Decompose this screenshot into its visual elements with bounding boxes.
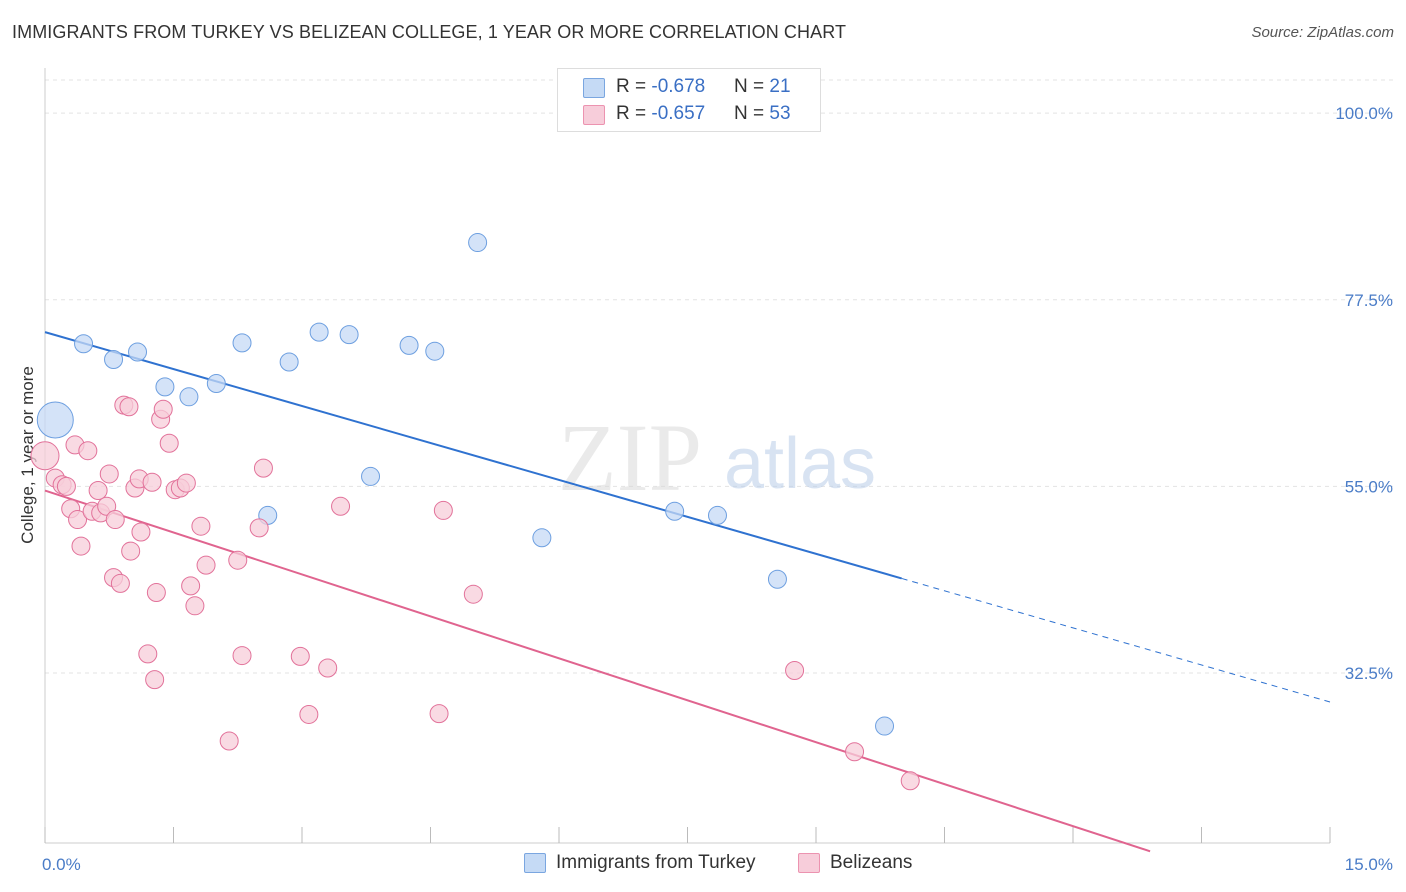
x-tick-label-min: 0.0% [42,855,81,874]
point-1-3 [56,476,76,496]
point-0-5 [179,387,199,407]
legend-swatch-belizeans [583,105,605,125]
legend-r-label: R = [616,103,652,124]
point-1-7 [71,536,91,556]
legend-row-belizeans: R = -0.657 N = 53 [558,100,820,128]
point-1-22 [131,522,151,542]
point-0-1 [74,334,94,354]
point-0-20 [875,716,895,736]
point-1-6 [68,510,88,530]
trend-line-1 [44,489,1151,853]
point-1-25 [145,670,165,690]
point-0-4 [155,377,175,397]
chart-title: IMMIGRANTS FROM TURKEY VS BELIZEAN COLLE… [12,22,847,42]
point-1-42 [290,646,310,666]
legend-r-label: R = [616,76,652,97]
point-1-38 [228,550,248,570]
point-1-19 [121,541,141,561]
legend-row-turkey: R = -0.678 N = 21 [558,73,820,101]
correlation-legend: R = -0.678 N = 21 R = -0.657 N = 53 [557,68,821,132]
point-1-40 [249,518,269,538]
source-label: Source: ZipAtlas.com [1251,24,1394,41]
legend-n-value-belizeans: 53 [769,103,791,124]
point-1-14 [105,510,125,530]
legend-swatch-belizeans [798,853,820,873]
point-0-12 [425,341,445,361]
point-0-16 [532,528,552,548]
point-0-9 [309,322,329,342]
point-1-48 [463,584,483,604]
point-1-32 [176,473,196,493]
point-1-10 [88,481,108,501]
point-1-0 [30,441,60,471]
legend-n-label: N = [734,76,770,97]
y-tick-label-3: 100.0% [1335,104,1393,123]
point-1-49 [785,660,805,680]
point-1-36 [196,555,216,575]
point-0-6 [206,374,226,394]
point-1-50 [845,742,865,762]
point-0-7 [232,333,252,353]
point-0-11 [399,335,419,355]
data-points [30,233,920,791]
legend-r-value-belizeans: -0.657 [651,103,706,124]
point-0-15 [468,233,488,253]
point-1-46 [429,704,449,724]
trend-lines [44,331,1331,853]
legend-n-value-turkey: 21 [769,76,791,97]
point-1-34 [185,596,205,616]
legend-item-belizeans[interactable]: Belizeans [798,852,912,874]
watermark-zip: ZIP [558,404,702,511]
legend-n-label: N = [734,103,770,124]
point-1-23 [138,644,158,664]
point-1-12 [97,496,117,516]
tick-labels: 32.5% 55.0% 77.5% 100.0% 0.0% 15.0% [42,104,1393,874]
point-1-33 [181,576,201,596]
trend-line-0 [44,331,902,580]
point-1-13 [99,464,119,484]
point-1-16 [110,573,130,593]
point-1-35 [191,516,211,536]
point-1-41 [253,458,273,478]
y-tick-label-1: 55.0% [1345,477,1393,496]
point-1-45 [331,496,351,516]
legend-label-turkey: Immigrants from Turkey [556,852,756,873]
legend-label-belizeans: Belizeans [830,852,913,873]
point-1-51 [900,771,920,791]
point-1-26 [146,583,166,603]
point-1-37 [219,731,239,751]
legend-swatch-turkey [524,853,546,873]
point-0-0 [36,401,74,439]
point-0-2 [104,349,124,369]
trend-extension-0 [901,577,1331,703]
y-tick-label-0: 32.5% [1345,664,1393,683]
grid-lines [45,79,1395,674]
x-tick-label-max: 15.0% [1345,855,1393,874]
point-1-29 [159,433,179,453]
point-0-18 [707,505,727,525]
legend-r-value-turkey: -0.678 [651,76,706,97]
point-1-8 [78,441,98,461]
point-1-24 [142,472,162,492]
legend-swatch-turkey [583,78,605,98]
point-1-44 [318,658,338,678]
point-1-47 [433,500,453,520]
point-1-28 [153,399,173,419]
series-legend: Immigrants from Turkey Belizeans [0,852,1406,878]
watermark-atlas: atlas [724,424,876,504]
point-0-3 [128,342,148,362]
point-0-13 [361,466,381,486]
point-1-39 [232,646,252,666]
point-0-8 [279,352,299,372]
point-1-18 [119,397,139,417]
y-tick-label-2: 77.5% [1345,291,1393,310]
point-0-19 [767,569,787,589]
point-1-43 [299,704,319,724]
point-0-10 [339,325,359,345]
point-0-17 [665,501,685,521]
legend-item-turkey[interactable]: Immigrants from Turkey [524,852,756,874]
